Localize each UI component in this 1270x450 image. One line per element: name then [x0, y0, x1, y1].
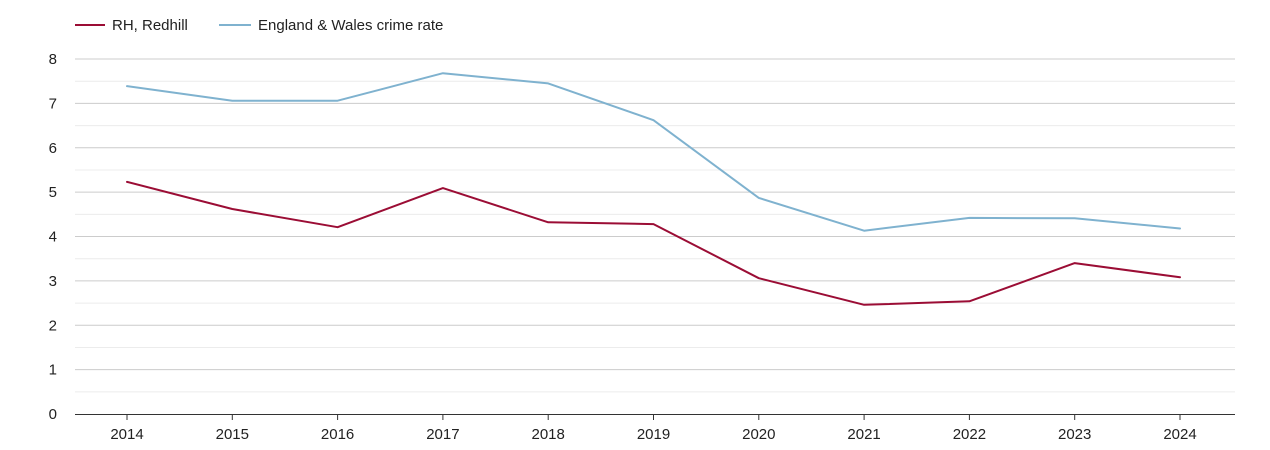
- data-point-england-wales-2022[interactable]: [966, 215, 972, 221]
- data-point-redhill-2016[interactable]: [335, 224, 341, 230]
- x-tick-label: 2018: [532, 426, 565, 443]
- data-point-redhill-2017[interactable]: [440, 185, 446, 191]
- data-point-redhill-2024[interactable]: [1177, 274, 1183, 280]
- legend-label-england-wales: England & Wales crime rate: [258, 17, 443, 34]
- y-tick-label: 7: [49, 95, 57, 112]
- series-lines: [124, 70, 1183, 308]
- data-point-redhill-2015[interactable]: [229, 206, 235, 212]
- data-point-england-wales-2017[interactable]: [440, 70, 446, 76]
- data-point-redhill-2021[interactable]: [861, 302, 867, 308]
- data-point-redhill-2022[interactable]: [966, 298, 972, 304]
- x-tick-label: 2022: [953, 426, 986, 443]
- data-point-england-wales-2014[interactable]: [124, 83, 130, 89]
- data-point-england-wales-2024[interactable]: [1177, 226, 1183, 232]
- x-tick-label: 2023: [1058, 426, 1091, 443]
- data-point-england-wales-2018[interactable]: [545, 80, 551, 86]
- x-tick-label: 2021: [847, 426, 880, 443]
- series-line-redhill[interactable]: [126, 180, 1181, 306]
- data-point-redhill-2018[interactable]: [545, 219, 551, 225]
- data-point-redhill-2020[interactable]: [756, 275, 762, 281]
- y-tick-label: 3: [49, 273, 57, 290]
- y-tick-label: 0: [49, 406, 57, 423]
- data-point-england-wales-2015[interactable]: [229, 98, 235, 104]
- data-point-england-wales-2016[interactable]: [335, 98, 341, 104]
- axes: 0 1 2 3 4 5 6 7 8 2014 2015 2016 2017 2018 2019 2020 202…: [49, 51, 1235, 443]
- data-point-redhill-2019[interactable]: [651, 221, 657, 227]
- y-tick-label: 1: [49, 362, 57, 379]
- x-tick-label: 2016: [321, 426, 354, 443]
- legend-item-england-wales[interactable]: England & Wales crime rate: [219, 17, 443, 34]
- data-point-england-wales-2021[interactable]: [861, 228, 867, 234]
- gridlines: [75, 58, 1235, 393]
- x-tick-label: 2015: [216, 426, 249, 443]
- x-tick-label: 2019: [637, 426, 670, 443]
- x-tick-label: 2020: [742, 426, 775, 443]
- y-tick-label: 8: [49, 51, 57, 68]
- data-point-england-wales-2019[interactable]: [651, 117, 657, 123]
- legend: RH, Redhill England & Wales crime rate: [75, 17, 443, 34]
- y-tick-label: 2: [49, 317, 57, 334]
- y-tick-label: 4: [49, 229, 57, 246]
- x-tick-label: 2017: [426, 426, 459, 443]
- series-line-england-wales[interactable]: [126, 72, 1181, 232]
- y-tick-label: 6: [49, 140, 57, 157]
- x-tick-label: 2024: [1163, 426, 1196, 443]
- x-tick-label: 2014: [110, 426, 143, 443]
- legend-label-redhill: RH, Redhill: [112, 17, 188, 34]
- data-point-england-wales-2020[interactable]: [756, 195, 762, 201]
- data-point-england-wales-2023[interactable]: [1072, 215, 1078, 221]
- y-tick-label: 5: [49, 184, 57, 201]
- data-point-redhill-2023[interactable]: [1072, 260, 1078, 266]
- legend-item-redhill[interactable]: RH, Redhill: [75, 17, 188, 34]
- data-point-redhill-2014[interactable]: [124, 179, 130, 185]
